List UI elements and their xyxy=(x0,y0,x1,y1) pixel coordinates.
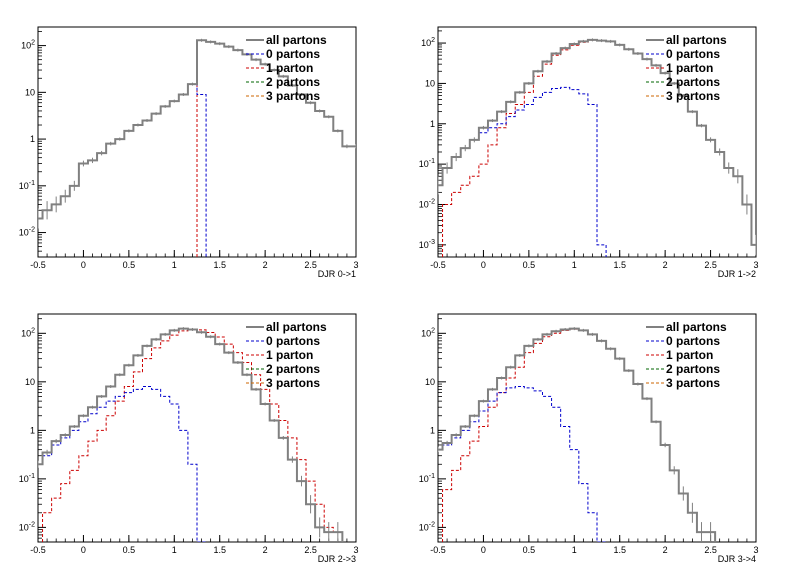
legend-label: all partons xyxy=(266,33,327,47)
x-tick-label: 0 xyxy=(81,545,86,555)
x-tick-label: 2.5 xyxy=(704,545,717,555)
series-0-partons xyxy=(38,386,207,542)
y-tick-label: 10-3 xyxy=(419,239,435,250)
x-tick-label: 3 xyxy=(353,260,358,270)
chart-panel-top-left: -0.5 0 0.5 1 1.5 2 2.5 3 10-2 10-1 1 10 102 DJR 0->1 a… xyxy=(19,26,359,279)
y-tick-label: 10 xyxy=(425,78,435,88)
y-tick-label: 10-2 xyxy=(419,198,435,209)
x-tick-label: 1.5 xyxy=(213,545,226,555)
x-tick-label: 3 xyxy=(753,545,758,555)
legend-label: 1 parton xyxy=(266,61,313,75)
legend-label: 2 partons xyxy=(266,362,320,376)
y-tick-label: 10-2 xyxy=(19,227,35,238)
legend-label: 0 partons xyxy=(666,334,720,348)
y-tick-label: 10-2 xyxy=(419,521,435,532)
x-tick-label: 0 xyxy=(81,260,86,270)
y-tick-label: 102 xyxy=(21,327,35,338)
legend-label: 3 partons xyxy=(266,89,320,103)
x-tick-label: 1 xyxy=(572,545,577,555)
y-tick-label: 1 xyxy=(30,134,35,144)
legend-label: 3 partons xyxy=(266,376,320,390)
x-tick-label: 1.5 xyxy=(613,545,626,555)
x-tick-label: 0 xyxy=(481,260,486,270)
x-tick-label: 2 xyxy=(663,545,668,555)
x-tick-label: -0.5 xyxy=(430,260,446,270)
legend-label: all partons xyxy=(266,320,327,334)
x-axis-title: DJR 1->2 xyxy=(718,269,756,279)
x-tick-label: 1 xyxy=(172,260,177,270)
x-tick-label: 0.5 xyxy=(123,545,136,555)
series-0-partons xyxy=(438,386,607,542)
legend-label: 2 partons xyxy=(666,75,720,89)
x-tick-label: 2 xyxy=(263,260,268,270)
legend-label: all partons xyxy=(666,33,727,47)
legend-label: 1 parton xyxy=(666,348,713,362)
legend-label: all partons xyxy=(666,320,727,334)
x-tick-label: 2.5 xyxy=(704,260,717,270)
x-tick-label: 0.5 xyxy=(523,260,536,270)
x-tick-label: 0.5 xyxy=(523,545,536,555)
x-axis-title: DJR 3->4 xyxy=(718,554,756,564)
legend-label: 2 partons xyxy=(666,362,720,376)
legend-label: 1 parton xyxy=(266,348,313,362)
series-all-partons xyxy=(38,39,356,220)
y-tick-label: 10 xyxy=(25,377,35,387)
series-all-partons xyxy=(438,38,756,246)
x-tick-label: 1 xyxy=(172,545,177,555)
y-tick-label: 10-1 xyxy=(419,158,435,169)
legend-label: 1 parton xyxy=(666,61,713,75)
y-tick-label: 10-2 xyxy=(19,521,35,532)
series-all-partons xyxy=(438,327,717,542)
chart-panel-bottom-left: -0.5 0 0.5 1 1.5 2 2.5 3 10-2 10-1 1 10 102 DJR 2->3 a… xyxy=(19,313,359,564)
x-tick-label: 2 xyxy=(663,260,668,270)
y-tick-label: 102 xyxy=(21,40,35,51)
x-tick-label: -0.5 xyxy=(30,545,46,555)
x-tick-label: 3 xyxy=(353,545,358,555)
y-tick-label: 1 xyxy=(30,425,35,435)
plot-frame xyxy=(437,313,757,543)
chart-panel-bottom-right: -0.5 0 0.5 1 1.5 2 2.5 3 10-2 10-1 1 10 102 DJR 3->4 a… xyxy=(419,313,759,564)
legend-label: 3 partons xyxy=(666,89,720,103)
y-tick-label: 10 xyxy=(25,87,35,97)
series-0-partons xyxy=(38,83,207,257)
y-tick-label: 10-1 xyxy=(19,473,35,484)
y-tick-label: 10-1 xyxy=(19,180,35,191)
x-tick-label: 2.5 xyxy=(304,545,317,555)
x-tick-label: 1 xyxy=(572,260,577,270)
y-tick-label: 102 xyxy=(421,327,435,338)
plot-frame xyxy=(437,26,757,258)
x-tick-label: 0.5 xyxy=(123,260,136,270)
plot-frame xyxy=(37,313,357,543)
chart-panel-top-right: -0.5 0 0.5 1 1.5 2 2.5 3 10-3 10-2 10-1 1 10 102 DJR 1… xyxy=(419,26,759,279)
x-tick-label: 1.5 xyxy=(613,260,626,270)
x-axis-title: DJR 2->3 xyxy=(318,554,356,564)
x-tick-label: 2.5 xyxy=(304,260,317,270)
legend-label: 0 partons xyxy=(666,47,720,61)
legend-label: 0 partons xyxy=(266,334,320,348)
series-all-partons xyxy=(38,327,344,542)
x-tick-label: 2 xyxy=(263,545,268,555)
y-tick-label: 102 xyxy=(421,37,435,48)
y-tick-label: 10 xyxy=(425,377,435,387)
legend-label: 2 partons xyxy=(266,75,320,89)
x-tick-label: -0.5 xyxy=(30,260,46,270)
y-tick-label: 1 xyxy=(430,425,435,435)
x-tick-label: -0.5 xyxy=(430,545,446,555)
legend-label: 3 partons xyxy=(666,376,720,390)
x-axis-title: DJR 0->1 xyxy=(318,269,356,279)
series-0-partons xyxy=(438,86,607,257)
x-tick-label: 3 xyxy=(753,260,758,270)
legend-label: 0 partons xyxy=(266,47,320,61)
x-tick-label: 0 xyxy=(481,545,486,555)
y-tick-label: 1 xyxy=(430,119,435,129)
y-tick-label: 10-1 xyxy=(419,473,435,484)
x-tick-label: 1.5 xyxy=(213,260,226,270)
